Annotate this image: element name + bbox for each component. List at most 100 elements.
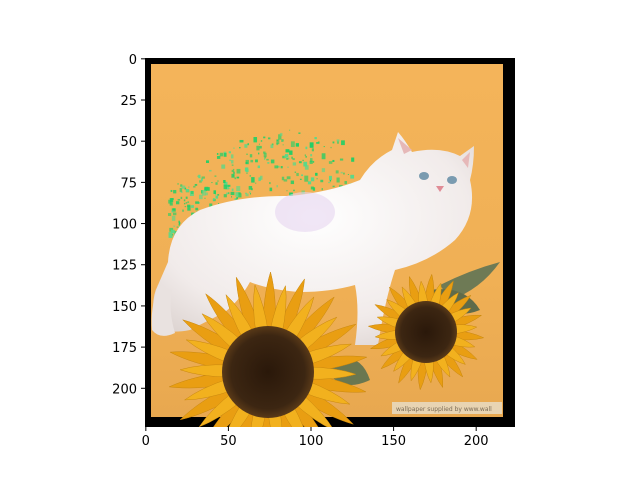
noise-speck bbox=[263, 152, 267, 158]
noise-speck bbox=[282, 155, 286, 159]
noise-speck bbox=[234, 177, 236, 180]
noise-speck bbox=[312, 187, 316, 191]
noise-speck bbox=[340, 171, 343, 174]
noise-speck bbox=[281, 139, 284, 142]
noise-speck bbox=[250, 159, 254, 163]
noise-speck bbox=[256, 145, 260, 151]
petal bbox=[302, 343, 353, 366]
noise-speck bbox=[304, 175, 309, 182]
noise-speck bbox=[341, 140, 345, 146]
noise-speck bbox=[290, 180, 295, 185]
noise-speck bbox=[293, 189, 295, 192]
noise-speck bbox=[303, 161, 308, 167]
noise-speck bbox=[253, 137, 258, 143]
noise-speck bbox=[292, 158, 295, 161]
noise-speck bbox=[176, 201, 180, 205]
noise-speck bbox=[227, 184, 231, 187]
noise-speck bbox=[191, 205, 194, 208]
noise-speck bbox=[258, 152, 260, 155]
noise-speck bbox=[233, 147, 235, 149]
noise-speck bbox=[271, 143, 274, 146]
noise-speck bbox=[180, 196, 183, 200]
noise-speck bbox=[259, 175, 263, 180]
noise-speck bbox=[330, 146, 332, 149]
noise-speck bbox=[225, 185, 230, 190]
petal bbox=[185, 339, 235, 364]
noise-speck bbox=[328, 175, 332, 181]
noise-speck bbox=[285, 149, 290, 153]
noise-speck bbox=[231, 173, 235, 178]
noise-speck bbox=[229, 159, 231, 162]
noise-speck bbox=[336, 177, 340, 183]
noise-speck bbox=[264, 156, 266, 159]
noise-speck bbox=[237, 192, 241, 195]
noise-speck bbox=[168, 232, 173, 238]
noise-speck bbox=[218, 203, 220, 204]
noise-speck bbox=[179, 187, 183, 192]
noise-speck bbox=[201, 176, 205, 179]
noise-speck bbox=[169, 227, 174, 232]
noise-speck bbox=[198, 194, 203, 200]
noise-speck bbox=[223, 181, 228, 187]
noise-speck bbox=[295, 143, 299, 147]
noise-speck bbox=[264, 158, 266, 160]
noise-speck bbox=[267, 162, 270, 164]
noise-speck bbox=[266, 158, 269, 161]
noise-speck bbox=[171, 198, 174, 201]
noise-speck bbox=[173, 225, 176, 227]
noise-speck bbox=[351, 157, 355, 162]
y-tick-label: 100 bbox=[112, 218, 137, 233]
petal bbox=[253, 284, 269, 336]
noise-speck bbox=[309, 158, 313, 163]
noise-speck bbox=[231, 164, 234, 166]
noise-speck bbox=[269, 182, 271, 185]
noise-speck bbox=[180, 191, 183, 193]
noise-speck bbox=[230, 191, 235, 196]
leaf bbox=[440, 262, 500, 300]
x-tick-label: 200 bbox=[464, 434, 489, 449]
x-axis: 0 50 100 150 200 bbox=[142, 427, 489, 449]
noise-speck bbox=[263, 136, 266, 139]
noise-speck bbox=[215, 195, 219, 199]
petal bbox=[225, 293, 256, 342]
noise-speck bbox=[244, 144, 248, 148]
noise-speck bbox=[172, 208, 176, 211]
noise-speck bbox=[304, 154, 306, 156]
noise-speck bbox=[328, 161, 333, 164]
noise-speck bbox=[276, 185, 278, 188]
noise-speck bbox=[286, 158, 289, 160]
petal bbox=[294, 316, 338, 354]
y-tick-label: 175 bbox=[112, 341, 137, 356]
noise-speck bbox=[321, 188, 323, 191]
noise-speck bbox=[258, 143, 260, 145]
noise-speck bbox=[231, 169, 235, 173]
noise-speck bbox=[286, 176, 291, 180]
noise-speck bbox=[244, 167, 248, 172]
noise-speck bbox=[170, 229, 175, 234]
noise-speck bbox=[328, 181, 331, 184]
noise-speck bbox=[276, 142, 279, 146]
y-tick-label: 25 bbox=[120, 94, 137, 109]
noise-speck bbox=[258, 177, 261, 182]
noise-speck bbox=[172, 212, 177, 216]
noise-speck bbox=[223, 184, 228, 190]
noise-speck bbox=[312, 160, 315, 163]
noise-speck bbox=[309, 160, 313, 164]
noise-speck bbox=[187, 201, 190, 203]
noise-speck bbox=[209, 169, 212, 172]
noise-speck bbox=[267, 137, 271, 140]
noise-speck bbox=[251, 177, 255, 183]
y-axis: 0 25 50 75 100 125 150 175 200 bbox=[112, 53, 145, 397]
noise-speck bbox=[305, 146, 308, 150]
noise-speck bbox=[344, 181, 347, 185]
noise-speck bbox=[290, 141, 295, 148]
noise-speck bbox=[347, 174, 350, 175]
noise-speck bbox=[216, 152, 219, 155]
petal bbox=[418, 280, 429, 307]
noise-speck bbox=[236, 176, 240, 179]
noise-speck bbox=[314, 137, 317, 140]
noise-speck bbox=[171, 215, 176, 221]
noise-speck bbox=[185, 202, 188, 204]
noise-speck bbox=[168, 213, 172, 216]
